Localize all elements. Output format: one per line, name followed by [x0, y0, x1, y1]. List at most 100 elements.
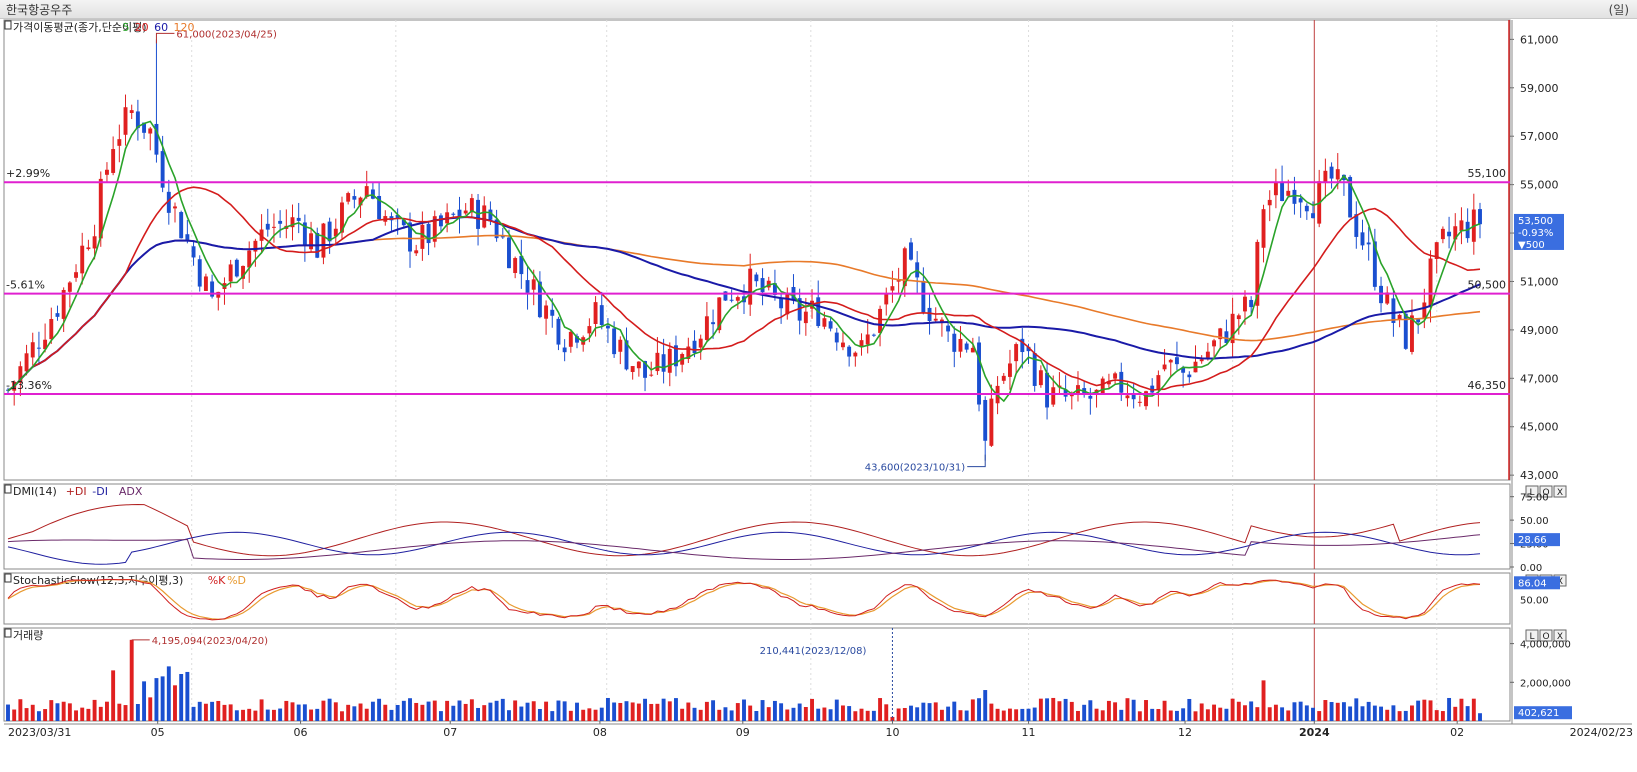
candle-body	[18, 366, 23, 383]
volume-bar	[55, 703, 60, 721]
candle-body	[618, 339, 623, 352]
volume-bar	[1317, 711, 1322, 721]
candle-body	[946, 325, 951, 332]
current-price-box	[1514, 213, 1564, 250]
volume-bar	[18, 699, 23, 721]
candle-body	[426, 223, 431, 244]
volume-bar	[556, 700, 561, 721]
volume-bar	[599, 707, 604, 721]
volume-bar	[1447, 697, 1452, 721]
volume-current-box	[1514, 706, 1572, 720]
stock-chart[interactable]: 2023/03/31 05 06 07 08 09 10 11 12 2024 02 2024/02/…	[0, 18, 1637, 772]
x-axis-label: 12	[1178, 726, 1192, 739]
volume-bar	[191, 706, 196, 721]
volume-bar	[1249, 701, 1254, 721]
panel-button[interactable]	[1525, 629, 1539, 642]
volume-bar	[717, 709, 722, 721]
panel-button[interactable]	[1525, 485, 1539, 498]
volume-axis-label: 2,000,000	[1520, 678, 1571, 689]
volume-bar	[772, 700, 777, 721]
volume-bar	[1224, 708, 1229, 721]
volume-bar	[1020, 708, 1025, 721]
candle-body	[599, 305, 604, 326]
panel-button[interactable]	[1553, 485, 1567, 498]
candle-body	[265, 223, 270, 230]
candle-body	[525, 280, 530, 293]
volume-bar	[797, 703, 802, 721]
volume-bar	[1199, 703, 1204, 721]
candle-body	[760, 278, 765, 293]
candle-body	[927, 307, 932, 322]
candle-body	[1014, 344, 1019, 362]
candle-body	[692, 340, 697, 354]
volume-bar	[977, 698, 981, 721]
candle-body	[803, 311, 808, 324]
dmi-current-value: 28.66	[1518, 535, 1547, 546]
volume-bar	[30, 704, 35, 721]
candle-body	[234, 259, 239, 277]
candle-body	[1459, 220, 1464, 231]
volume-bar	[507, 710, 511, 721]
volume-bar	[340, 711, 344, 721]
volume-bar	[185, 671, 190, 721]
volume-bar	[723, 707, 728, 721]
volume-bar	[166, 666, 171, 721]
volume-bar	[135, 704, 140, 721]
volume-bar	[921, 702, 926, 721]
legend-toggle-icon[interactable]	[4, 20, 12, 30]
candle-body	[841, 342, 845, 348]
reference-line-left-label: +2.99%	[6, 167, 50, 180]
volume-bar	[513, 700, 518, 721]
volume-bar	[1236, 701, 1241, 721]
candle-body	[865, 334, 870, 345]
volume-bar	[544, 701, 549, 721]
volume-bar	[6, 704, 10, 721]
volume-bar	[1131, 699, 1136, 721]
candle-body	[1255, 241, 1260, 306]
volume-bar	[352, 706, 357, 721]
candle-body	[717, 297, 722, 331]
volume-bar	[1422, 699, 1427, 721]
volume-bar	[234, 710, 239, 721]
volume-bar	[531, 701, 536, 721]
candle-body	[247, 250, 252, 268]
volume-bar	[575, 702, 579, 721]
candle-body	[1478, 209, 1482, 225]
panel-button[interactable]	[1539, 629, 1553, 642]
volume-bar	[290, 702, 295, 721]
volume-bar	[519, 706, 524, 721]
legend-item: ADX	[119, 485, 143, 498]
volume-bar	[105, 701, 109, 721]
legend-toggle-icon[interactable]	[4, 484, 12, 494]
candle-body	[1329, 166, 1334, 179]
volume-bar	[1255, 707, 1260, 721]
candle-body	[970, 347, 975, 353]
panel-button[interactable]	[1539, 485, 1553, 498]
volume-bar	[853, 711, 858, 721]
candle-body	[1403, 313, 1408, 349]
panel-button[interactable]	[1553, 629, 1567, 642]
candle-body	[1113, 373, 1118, 379]
window-title: 한국항공우주	[6, 3, 73, 17]
candle-body	[1020, 338, 1025, 353]
panel-button-label: O	[1542, 488, 1549, 498]
price-axis-label: 59,000	[1520, 82, 1559, 95]
panel-button-label: X	[1557, 488, 1563, 498]
volume-bar	[1354, 698, 1359, 721]
candle-body	[488, 209, 493, 220]
candle-body	[241, 265, 245, 279]
candle-body	[828, 321, 833, 329]
volume-bar	[129, 639, 134, 721]
candle-body	[878, 308, 883, 333]
volume-bar	[587, 708, 592, 721]
volume-bar	[271, 709, 276, 721]
dmi-axis-label: 0.00	[1520, 563, 1542, 574]
volume-bar	[302, 704, 307, 721]
volume-bar	[958, 710, 963, 721]
candle-body	[562, 347, 567, 353]
legend-toggle-icon[interactable]	[4, 573, 12, 583]
legend-toggle-icon[interactable]	[4, 628, 12, 638]
candle-body	[1063, 389, 1068, 397]
candle-body	[364, 186, 369, 197]
candle-body	[655, 352, 660, 372]
